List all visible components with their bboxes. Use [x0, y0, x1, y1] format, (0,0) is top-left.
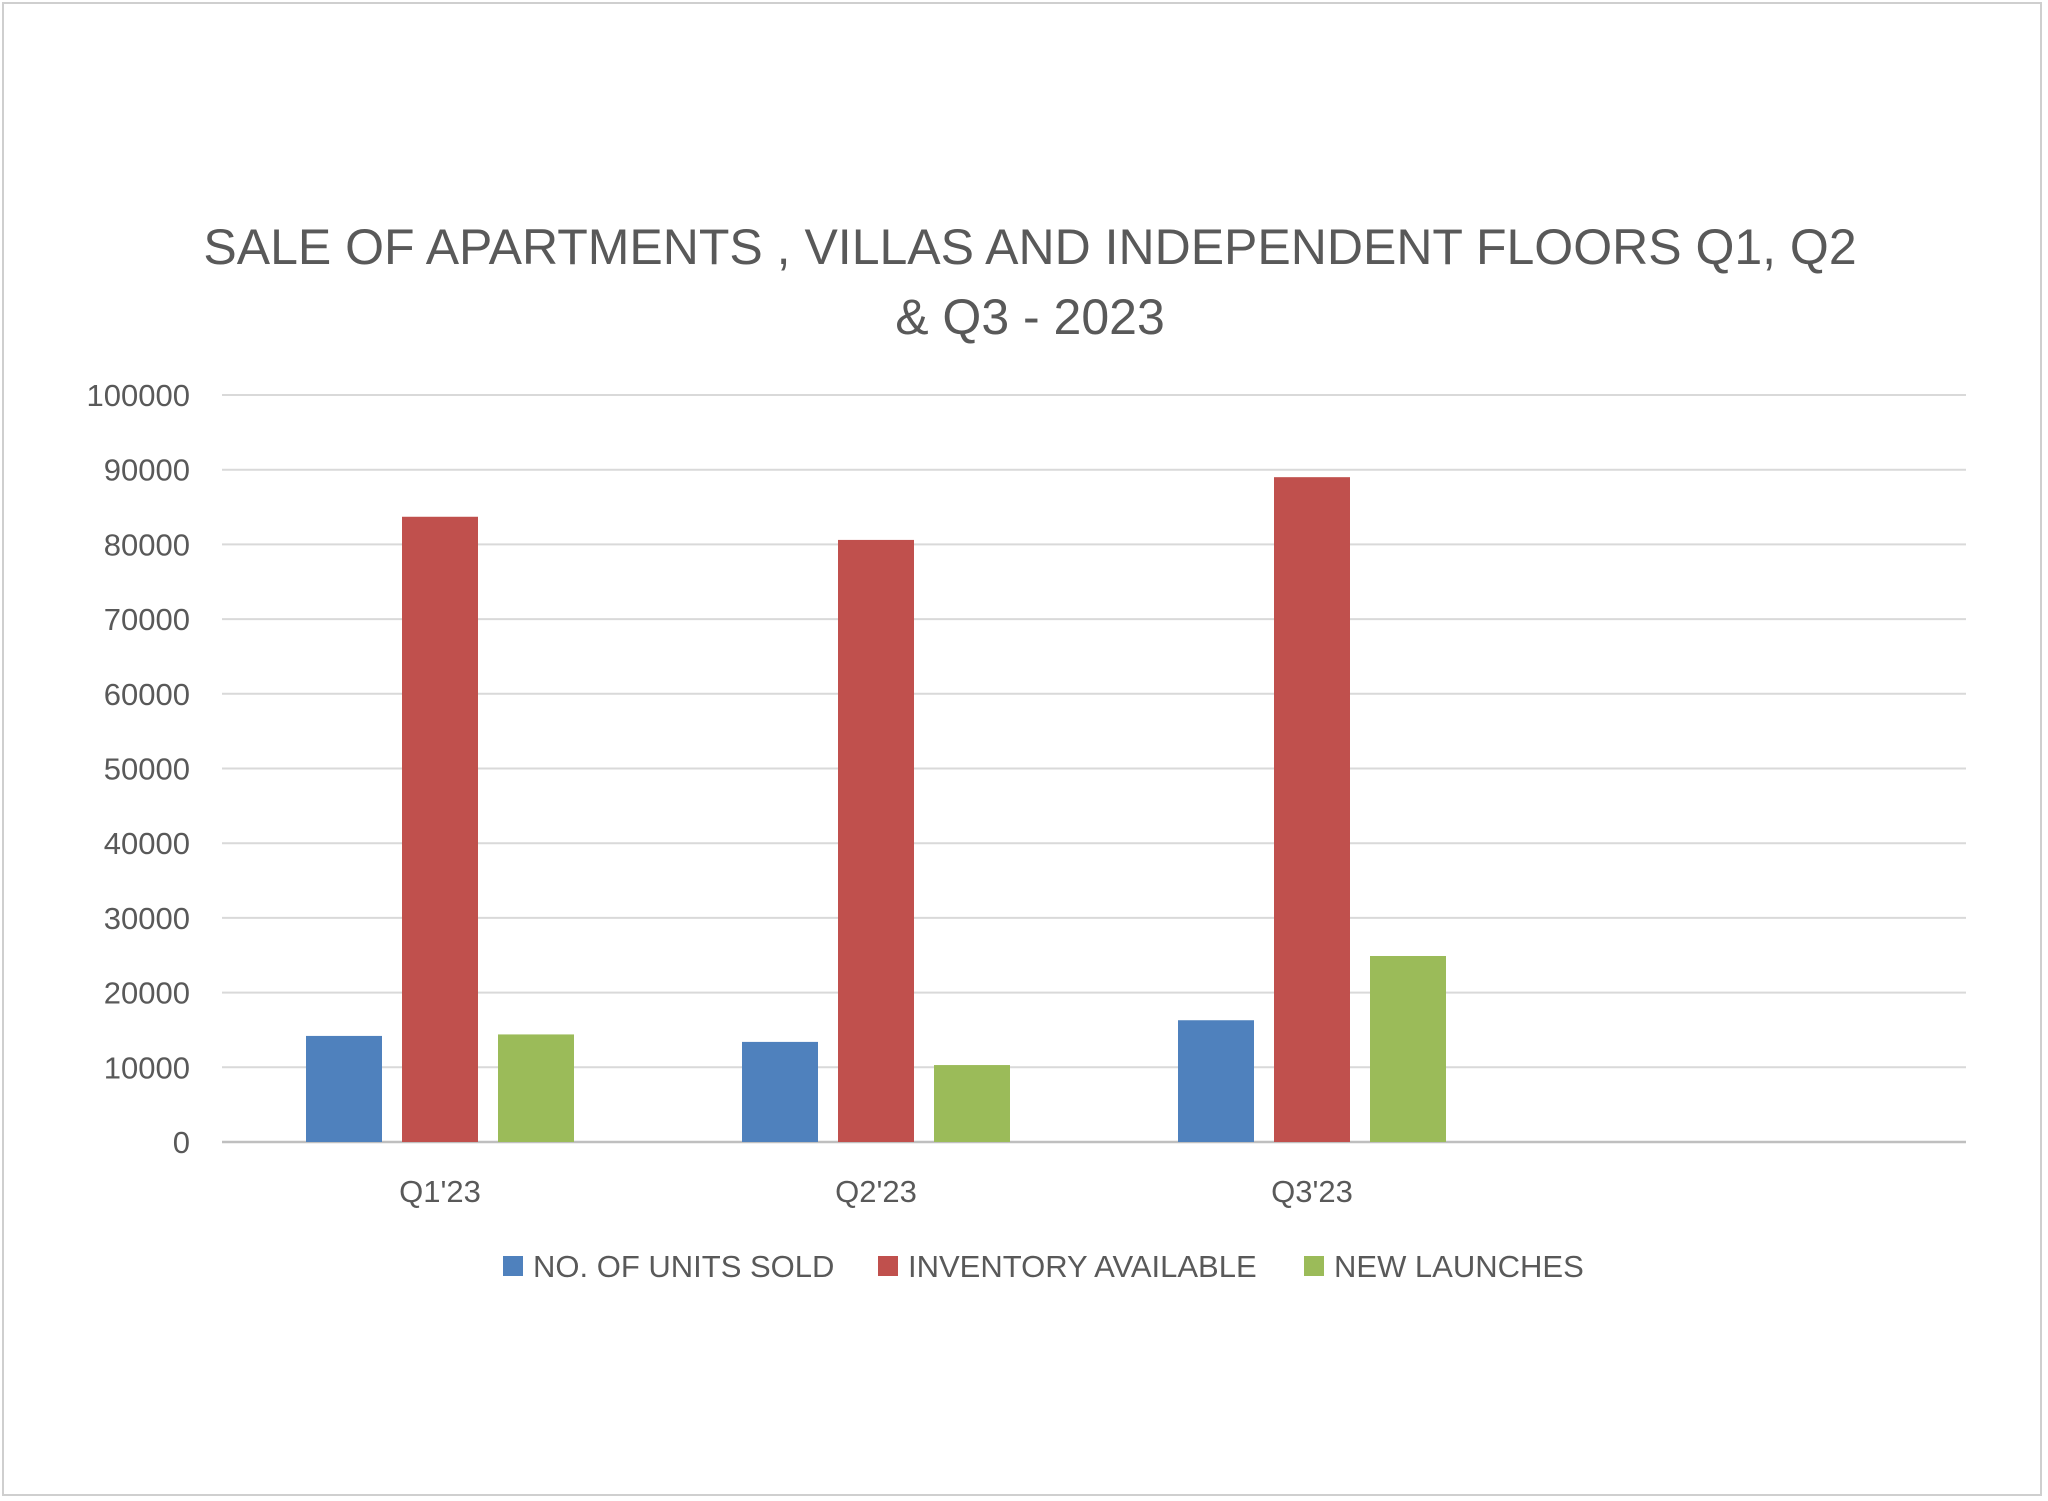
bar-new-launches-2: [1370, 955, 1446, 1142]
legend-label: INVENTORY AVAILABLE: [908, 1249, 1257, 1284]
bar-no-of-units-sold-0: [306, 1035, 382, 1142]
bar-inventory-available-2: [1274, 477, 1350, 1142]
y-tick-label: 70000: [104, 602, 190, 637]
legend-label: NO. OF UNITS SOLD: [533, 1249, 834, 1284]
bar-new-launches-0: [498, 1034, 574, 1142]
bar-no-of-units-sold-2: [1178, 1020, 1254, 1142]
y-tick-label: 10000: [104, 1050, 190, 1085]
y-tick-label: 40000: [104, 826, 190, 861]
x-category-label: Q3'23: [1271, 1174, 1353, 1209]
x-axis-category-labels: Q1'23 Q2'23 Q3'23: [399, 1174, 1353, 1209]
chart-title-line-2: & Q3 - 2023: [895, 289, 1165, 345]
x-category-label: Q1'23: [399, 1174, 481, 1209]
chart-title-line-1: SALE OF APARTMENTS , VILLAS AND INDEPEND…: [203, 219, 1856, 275]
x-category-label: Q2'23: [835, 1174, 917, 1209]
bar-inventory-available-0: [402, 516, 478, 1142]
bar-new-launches-1: [934, 1065, 1010, 1142]
gridlines: [222, 394, 1966, 1144]
legend: NO. OF UNITS SOLD INVENTORY AVAILABLE NEW …: [503, 1249, 1584, 1284]
y-tick-label: 90000: [104, 453, 190, 488]
legend-swatch: [503, 1256, 523, 1276]
bars: [306, 477, 1446, 1142]
y-tick-label: 50000: [104, 752, 190, 787]
y-tick-label: 30000: [104, 901, 190, 936]
y-axis-tick-labels: 0 10000 20000 30000 40000 50000 60000 70000 8000…: [87, 378, 190, 1160]
y-tick-label: 60000: [104, 677, 190, 712]
legend-swatch: [878, 1256, 898, 1276]
y-tick-label: 20000: [104, 976, 190, 1011]
y-tick-label: 0: [173, 1125, 190, 1160]
bar-no-of-units-sold-1: [742, 1041, 818, 1142]
bar-inventory-available-1: [838, 539, 914, 1142]
legend-swatch: [1304, 1256, 1324, 1276]
y-tick-label: 100000: [87, 378, 190, 413]
legend-label: NEW LAUNCHES: [1334, 1249, 1584, 1284]
y-tick-label: 80000: [104, 527, 190, 562]
